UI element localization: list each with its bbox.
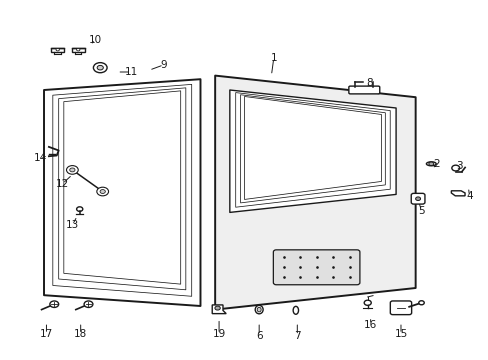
Ellipse shape bbox=[426, 162, 435, 166]
Circle shape bbox=[428, 162, 433, 166]
Text: 13: 13 bbox=[65, 220, 79, 230]
Text: 10: 10 bbox=[89, 35, 102, 45]
Text: 15: 15 bbox=[393, 329, 407, 339]
Text: 16: 16 bbox=[363, 320, 377, 330]
Text: 19: 19 bbox=[212, 329, 225, 339]
Circle shape bbox=[97, 187, 108, 196]
FancyBboxPatch shape bbox=[410, 193, 424, 204]
Polygon shape bbox=[212, 305, 226, 314]
FancyBboxPatch shape bbox=[389, 301, 411, 315]
Circle shape bbox=[77, 207, 82, 211]
Text: 8: 8 bbox=[365, 78, 372, 88]
Text: 9: 9 bbox=[160, 60, 167, 70]
Text: 11: 11 bbox=[124, 67, 138, 77]
Circle shape bbox=[415, 197, 420, 201]
Bar bbox=[72, 48, 84, 52]
Circle shape bbox=[66, 166, 78, 174]
Text: 14: 14 bbox=[33, 153, 47, 163]
Circle shape bbox=[97, 66, 103, 70]
Circle shape bbox=[77, 49, 80, 51]
Circle shape bbox=[84, 301, 93, 307]
Bar bbox=[51, 48, 64, 52]
Text: 6: 6 bbox=[255, 330, 262, 341]
Text: 2: 2 bbox=[432, 159, 439, 169]
Circle shape bbox=[70, 168, 75, 172]
Text: 4: 4 bbox=[465, 191, 472, 201]
Circle shape bbox=[214, 306, 220, 310]
Text: 5: 5 bbox=[417, 206, 424, 216]
Ellipse shape bbox=[257, 307, 261, 312]
Text: 17: 17 bbox=[40, 329, 53, 339]
Text: 1: 1 bbox=[270, 53, 277, 63]
Circle shape bbox=[100, 190, 105, 193]
Circle shape bbox=[451, 165, 459, 171]
Polygon shape bbox=[215, 76, 415, 310]
Circle shape bbox=[364, 300, 370, 305]
Ellipse shape bbox=[255, 305, 263, 314]
Text: 18: 18 bbox=[74, 329, 87, 339]
FancyBboxPatch shape bbox=[348, 86, 379, 94]
Ellipse shape bbox=[292, 306, 298, 314]
Text: 7: 7 bbox=[293, 330, 300, 341]
Circle shape bbox=[418, 301, 424, 305]
Text: 12: 12 bbox=[56, 179, 69, 189]
FancyBboxPatch shape bbox=[273, 250, 359, 285]
Polygon shape bbox=[229, 90, 395, 212]
Circle shape bbox=[56, 49, 59, 51]
Text: 3: 3 bbox=[455, 161, 462, 171]
Circle shape bbox=[93, 63, 107, 73]
Circle shape bbox=[50, 301, 59, 307]
